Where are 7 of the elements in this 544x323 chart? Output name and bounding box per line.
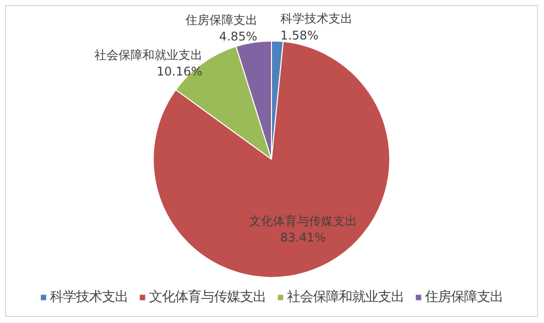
data-label: 文化体育与传媒支出 83.41% [248, 214, 357, 245]
legend-label: 文化体育与传媒支出 [149, 288, 266, 306]
legend-label: 科学技术支出 [50, 288, 128, 306]
data-label: 住房保障支出 4.85% [184, 12, 258, 44]
legend-label: 社会保障和就业支出 [287, 288, 404, 306]
data-label: 科学技术支出 1.58% [280, 12, 352, 42]
legend-label: 住房保障支出 [425, 288, 503, 306]
